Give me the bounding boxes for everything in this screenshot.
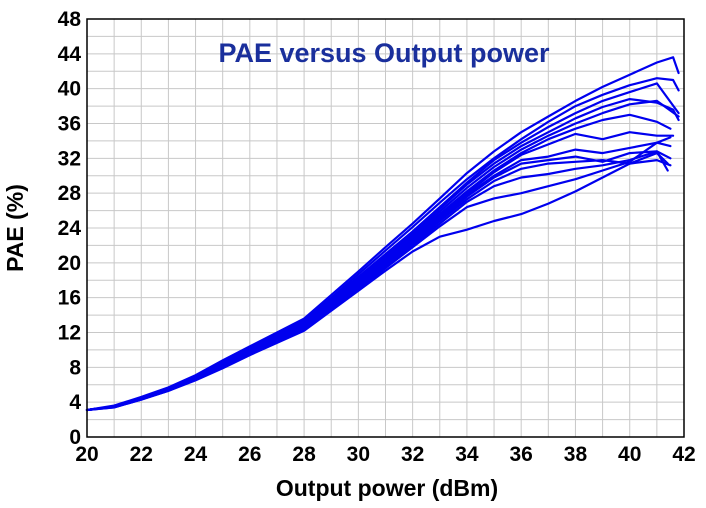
y-tick-label: 20	[58, 252, 81, 275]
x-tick-label: 26	[238, 443, 261, 466]
x-axis-label: Output power (dBm)	[276, 475, 498, 501]
series-line-trace-3	[85, 82, 680, 412]
plot-frame	[86, 18, 685, 438]
x-tick-label: 34	[455, 443, 479, 466]
x-tick-label: 42	[672, 443, 695, 466]
grid	[86, 18, 685, 438]
x-tick-label: 40	[618, 443, 641, 466]
series-group	[85, 56, 680, 412]
y-tick-label: 44	[58, 43, 82, 66]
y-tick-label: 16	[58, 287, 81, 310]
x-tick-label: 32	[401, 443, 424, 466]
series-line-trace-4	[85, 97, 680, 412]
chart-title: PAE versus Output power	[218, 38, 550, 68]
series-line-trace-12	[85, 136, 672, 412]
x-tick-label: 22	[130, 443, 153, 466]
y-tick-label: 32	[58, 147, 81, 170]
y-tick-label: 8	[69, 356, 81, 379]
x-tick-label: 36	[510, 443, 533, 466]
x-tick-label: 20	[75, 443, 98, 466]
x-tick-label: 38	[564, 443, 588, 466]
y-tick-label: 24	[58, 217, 82, 240]
x-tick-label: 24	[184, 443, 208, 466]
x-tick-label: 30	[347, 443, 370, 466]
series-line-trace-10	[85, 159, 672, 412]
series-line-trace-1	[85, 56, 680, 412]
y-tick-label: 28	[58, 182, 82, 205]
y-tick-label: 0	[69, 426, 81, 449]
series-line-trace-13	[85, 152, 669, 412]
y-tick-label: 4	[69, 391, 81, 414]
y-tick-label: 40	[58, 78, 81, 101]
y-tick-label: 48	[58, 8, 82, 31]
y-axis-label: PAE (%)	[2, 184, 28, 272]
y-tick-label: 12	[58, 322, 81, 345]
x-tick-labels: 20 22 24 26 28 30 32 34 36 38 40 42	[75, 443, 695, 466]
series-line-trace-2	[85, 77, 680, 412]
y-tick-label: 36	[58, 113, 81, 136]
x-tick-label: 28	[292, 443, 316, 466]
